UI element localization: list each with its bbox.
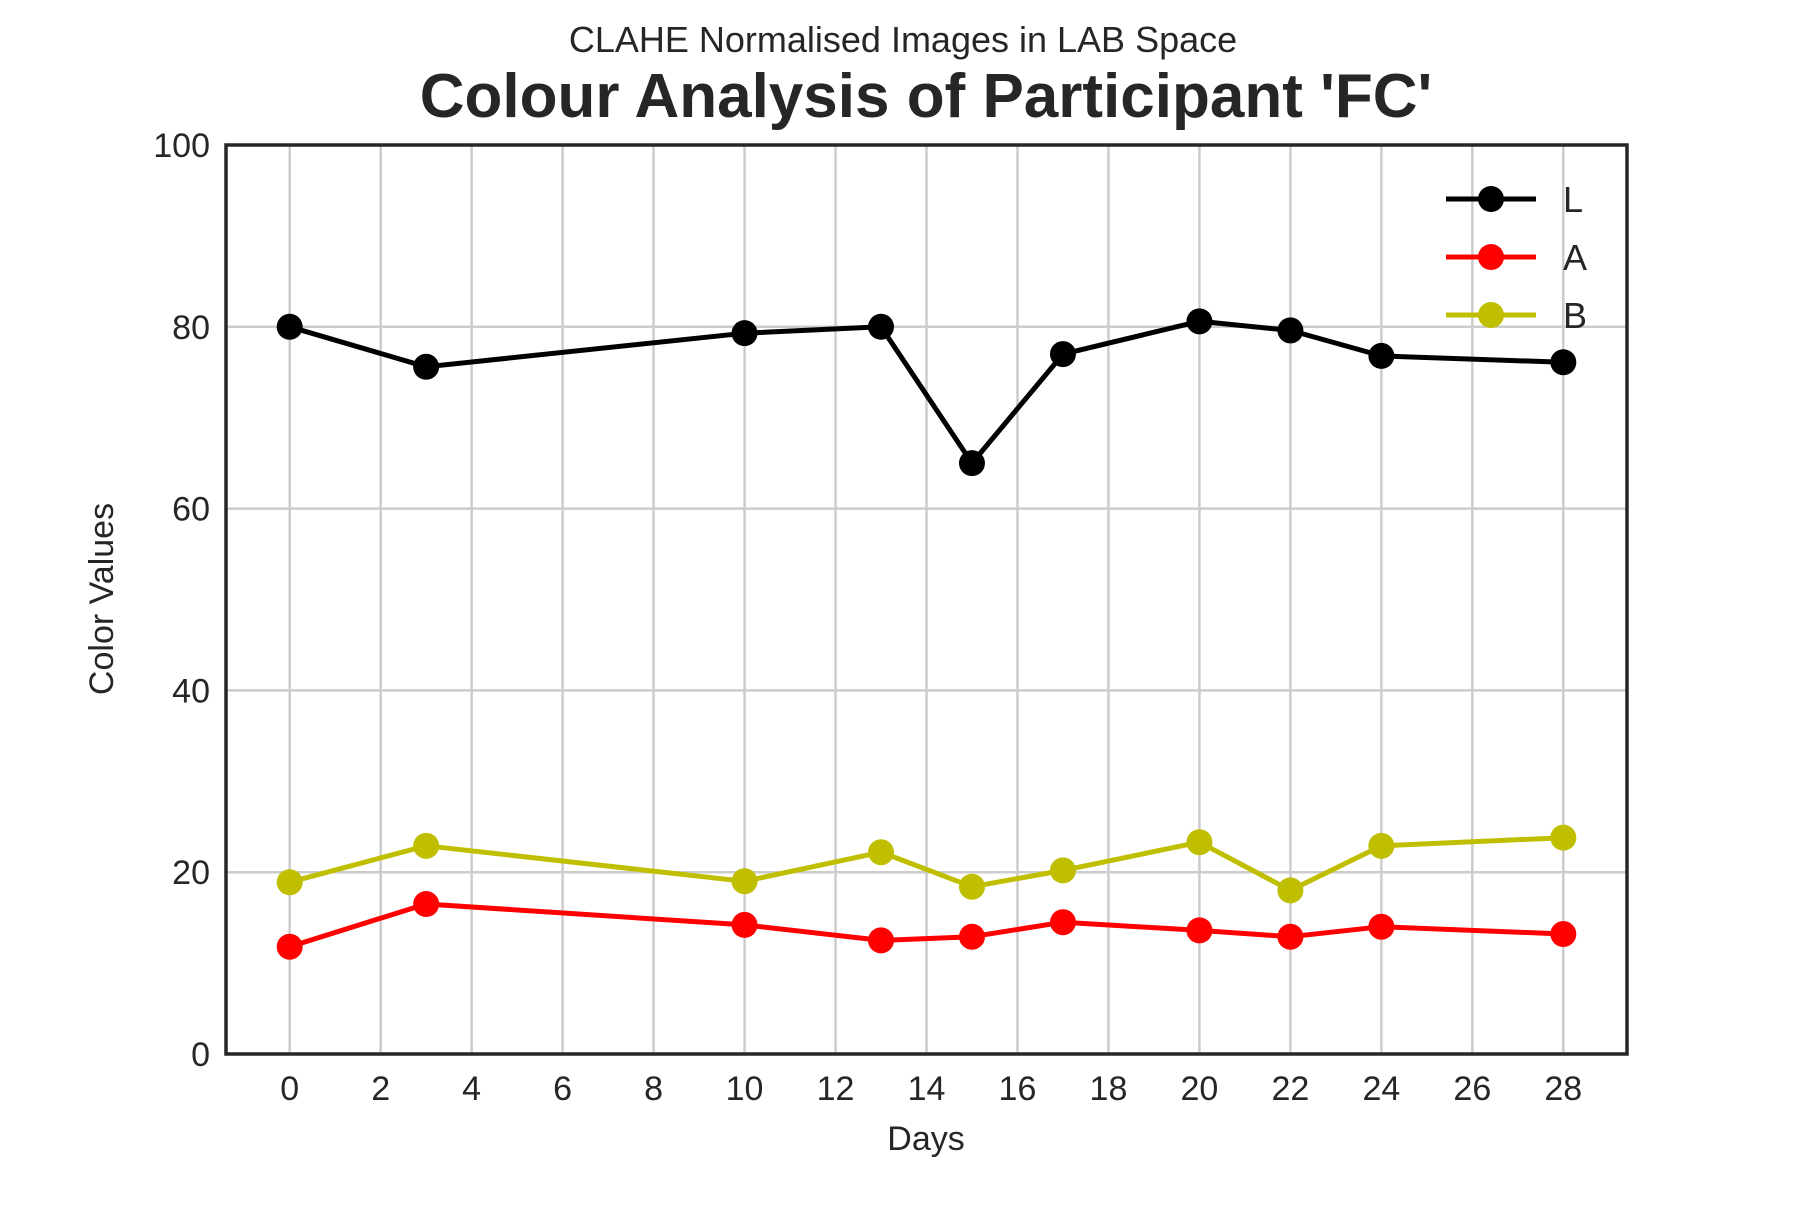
- y-tick-label: 0: [191, 1036, 210, 1074]
- legend-label: L: [1563, 179, 1583, 220]
- x-tick-label: 6: [553, 1070, 572, 1108]
- data-point-b: [1186, 829, 1213, 856]
- data-point-b: [1277, 877, 1304, 904]
- y-tick-label: 80: [172, 309, 210, 347]
- x-tick-label: 0: [280, 1070, 299, 1108]
- x-tick-label: 28: [1544, 1070, 1582, 1108]
- x-tick-label: 2: [371, 1070, 390, 1108]
- chart-subtitle: CLAHE Normalised Images in LAB Space: [569, 19, 1237, 60]
- x-axis-label: Days: [887, 1120, 964, 1158]
- data-point-b: [1550, 824, 1577, 851]
- x-tick-label: 4: [462, 1070, 481, 1108]
- data-point-b: [1049, 857, 1076, 884]
- plot-frame: [224, 143, 1629, 1056]
- data-point-l: [276, 313, 303, 340]
- data-point-a: [958, 923, 985, 950]
- series-b: [276, 824, 1577, 904]
- data-point-l: [1186, 308, 1213, 335]
- legend-marker: [1478, 186, 1504, 212]
- y-tick-label: 40: [172, 672, 210, 710]
- series-line-b: [289, 835, 1564, 893]
- data-point-a: [1368, 913, 1395, 940]
- data-point-b: [958, 873, 985, 900]
- legend-marker: [1478, 302, 1504, 328]
- grid-lines: [226, 143, 1627, 1056]
- series-line-a: [288, 901, 1564, 950]
- data-point-a: [868, 927, 895, 954]
- x-tick-label: 24: [1362, 1070, 1400, 1108]
- x-tick-label: 10: [726, 1070, 764, 1108]
- y-tick-label: 20: [172, 854, 210, 892]
- chart-title: Colour Analysis of Participant 'FC': [420, 62, 1432, 131]
- data-point-a: [413, 891, 440, 918]
- data-point-b: [868, 839, 895, 866]
- data-point-a: [1049, 909, 1076, 936]
- series-line-l: [288, 318, 1564, 466]
- legend-entry-l: L: [1446, 179, 1583, 220]
- legend-entry-b: B: [1446, 295, 1587, 336]
- data-point-a: [276, 933, 303, 960]
- legend-marker: [1478, 244, 1504, 270]
- data-point-l: [1368, 342, 1395, 369]
- data-point-a: [1277, 923, 1304, 950]
- x-tick-label: 26: [1453, 1070, 1491, 1108]
- data-point-b: [413, 832, 440, 859]
- legend-entry-a: A: [1446, 237, 1587, 278]
- data-point-l: [1277, 317, 1304, 344]
- data-point-a: [1550, 921, 1577, 948]
- data-point-l: [1049, 341, 1076, 368]
- x-tick-label: 18: [1090, 1070, 1128, 1108]
- x-tick-label: 16: [999, 1070, 1037, 1108]
- y-tick-label: 100: [153, 127, 210, 165]
- legend-label: A: [1563, 237, 1587, 278]
- series-a: [276, 891, 1577, 960]
- series-l: [276, 308, 1577, 477]
- y-tick-label: 60: [172, 491, 210, 529]
- x-tick-label: 20: [1181, 1070, 1219, 1108]
- x-tick-label: 8: [644, 1070, 663, 1108]
- y-axis-label: Color Values: [83, 503, 121, 695]
- x-tick-label: 12: [817, 1070, 855, 1108]
- data-point-b: [1368, 832, 1395, 859]
- data-point-a: [731, 911, 758, 938]
- legend: LAB: [1446, 179, 1587, 336]
- x-tick-label: 22: [1271, 1070, 1309, 1108]
- data-point-b: [731, 868, 758, 895]
- data-point-l: [1550, 349, 1577, 376]
- x-tick-label: 14: [908, 1070, 946, 1108]
- data-point-b: [276, 869, 303, 896]
- data-point-l: [868, 313, 895, 340]
- data-point-l: [731, 320, 758, 347]
- data-point-l: [413, 353, 440, 380]
- series-layer: [276, 308, 1577, 960]
- data-point-a: [1186, 917, 1213, 944]
- legend-label: B: [1563, 295, 1587, 336]
- data-point-l: [958, 450, 985, 477]
